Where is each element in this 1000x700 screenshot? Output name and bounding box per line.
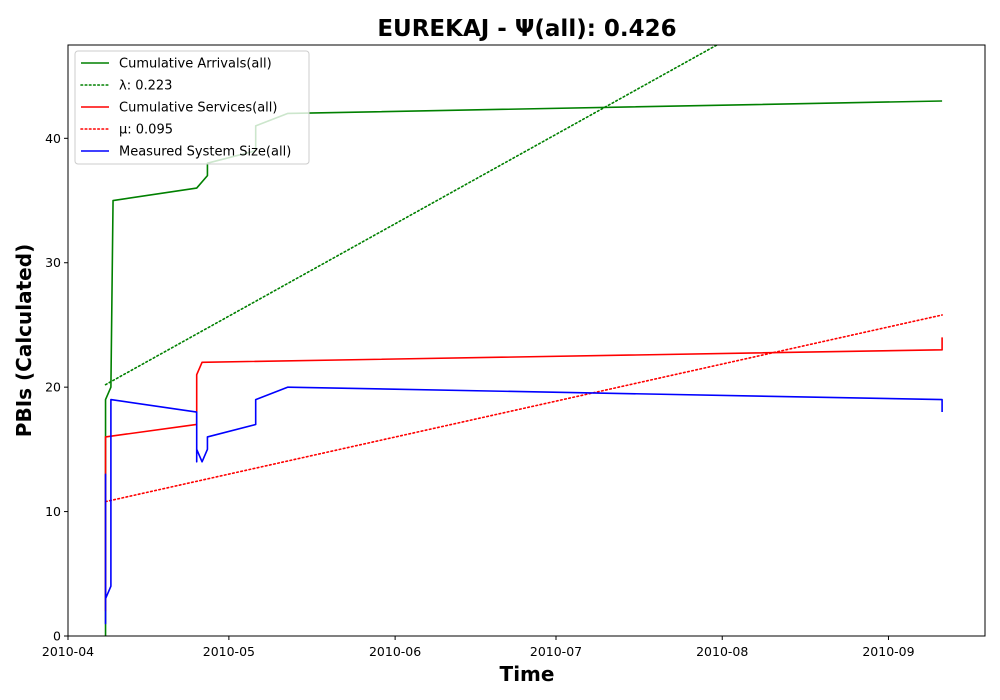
series-line-2: [104, 45, 718, 386]
x-tick-label: 2010-08: [696, 644, 748, 659]
y-axis-label: PBIs (Calculated): [12, 244, 36, 437]
legend-label: μ: 0.095: [119, 123, 173, 138]
series-line-3: [104, 337, 943, 612]
y-tick-label: 0: [53, 629, 61, 644]
legend-label: Cumulative Arrivals(all): [119, 57, 272, 72]
x-tick-label: 2010-05: [203, 644, 255, 659]
plot-frame: [67, 44, 986, 637]
series-line-4: [104, 314, 943, 503]
y-tick-label: 20: [45, 380, 61, 395]
axis-ticks: 2010-04 2010-05 2010-06 2010-07 2010-08 2010-…: [42, 131, 915, 659]
y-tick-label: 10: [45, 504, 61, 519]
legend-box: [74, 50, 310, 165]
y-tick-label: 40: [45, 131, 61, 146]
y-tick-label: 30: [45, 255, 61, 270]
x-tick-label: 2010-09: [862, 644, 914, 659]
legend-label: Measured System Size(all): [119, 145, 291, 160]
x-tick-label: 2010-04: [42, 644, 94, 659]
series-line-5: [104, 386, 943, 625]
chart-title: EUREKAJ - Ψ(all): 0.426: [377, 16, 676, 42]
x-axis-label: Time: [500, 662, 555, 686]
x-tick-label: 2010-07: [530, 644, 582, 659]
legend-label: λ: 0.223: [119, 79, 172, 94]
legend: Cumulative Arrivals(all) λ: 0.223 Cumulati…: [74, 50, 310, 165]
x-tick-label: 2010-06: [369, 644, 421, 659]
legend-label: Cumulative Services(all): [119, 101, 277, 116]
